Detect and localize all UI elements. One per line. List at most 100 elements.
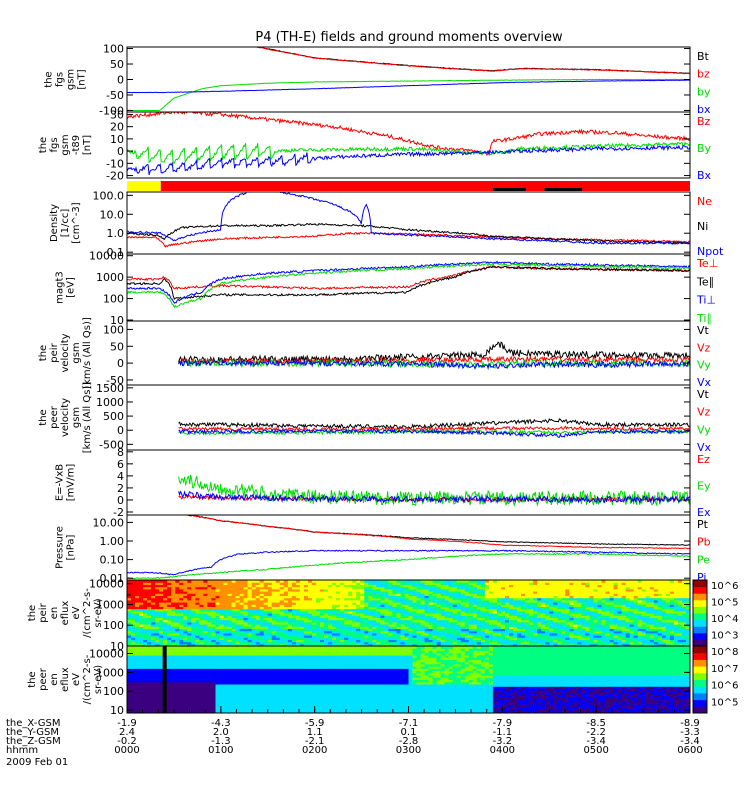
legend-Vx: Vx xyxy=(697,376,712,389)
y-axis-label-line: [mV/m] xyxy=(66,464,77,502)
series-Vx xyxy=(178,428,690,438)
y-tick-label: 10000 xyxy=(89,578,124,591)
x-row-label: the_Z-GSM xyxy=(6,736,61,747)
y-axis-label-line: fgs xyxy=(55,72,66,87)
colorbar-swatch xyxy=(693,692,707,701)
y-axis-label-line: the xyxy=(38,409,49,425)
y-axis-label-line: /(cm^2-s- xyxy=(82,654,93,704)
x-row-label: hhmm xyxy=(6,745,38,756)
colorbar-tick-label: 10^7 xyxy=(711,664,738,675)
legend-Ti⊥: Ti⊥ xyxy=(696,294,716,307)
y-tick-label: -500 xyxy=(99,438,124,451)
colorbar-swatch xyxy=(693,686,707,694)
x-tick-label: 0600 xyxy=(677,745,702,756)
y-tick-label: 0 xyxy=(117,357,124,370)
series-Pb xyxy=(183,515,690,550)
colorbar-swatch xyxy=(693,632,707,640)
y-axis-label: thepeervelocitygsm[km/s (All Qs)] xyxy=(38,382,93,454)
colorbar-swatch xyxy=(693,672,707,680)
legend-bx: bx xyxy=(697,103,711,116)
status-mark xyxy=(492,188,526,191)
x-tick-label: 2.4 xyxy=(119,727,135,738)
y-axis-label-line: peer xyxy=(49,405,60,429)
legend-Vt: Vt xyxy=(697,388,710,401)
colorbar-swatch xyxy=(693,626,707,634)
y-axis-label-line: gsm xyxy=(66,69,77,90)
series-Vx xyxy=(178,358,690,371)
y-axis-label-line: [nT] xyxy=(77,69,88,89)
y-tick-label: -50 xyxy=(106,374,124,387)
x-tick-label: -1.1 xyxy=(493,727,513,738)
x-row-label: the_X-GSM xyxy=(6,718,60,729)
x-tick-label: -7.9 xyxy=(493,718,513,729)
y-axis-label-line: sr-eV) xyxy=(93,598,104,627)
y-axis-label-line: the xyxy=(44,71,55,87)
panel-peer_eflux: 10^510^610^710^810100100010000thepeerene… xyxy=(27,645,738,717)
colorbar-tick-label: 10^5 xyxy=(711,597,738,608)
y-tick-label: -2 xyxy=(113,506,124,519)
panel-peir_velocity: Vt Vz Vy Vx -50 0 50 100 thepeirvelocitygsm[km/s… xyxy=(38,317,712,389)
colorbar-swatch xyxy=(693,706,707,714)
legend-Pb: Pb xyxy=(697,536,711,549)
y-tick-label: 50 xyxy=(110,340,124,353)
y-tick-label: 50 xyxy=(110,58,124,71)
data-gap xyxy=(162,646,167,713)
date-label: 2009 Feb 01 xyxy=(6,757,68,768)
y-tick-label: 100 xyxy=(103,293,124,306)
y-tick-label: -10 xyxy=(106,157,124,170)
series-bx xyxy=(127,79,690,94)
legend-Vy: Vy xyxy=(697,359,711,372)
y-tick-label: 10 xyxy=(110,314,124,327)
y-axis-label-line: eV xyxy=(71,673,82,686)
legend-Ey: Ey xyxy=(697,480,711,493)
colorbar-swatch xyxy=(693,699,707,707)
series-bz xyxy=(253,47,690,75)
colorbar-swatch xyxy=(693,619,707,627)
y-tick-label: -50 xyxy=(106,89,124,102)
x-tick-label: 1.1 xyxy=(307,727,323,738)
status-segment xyxy=(160,181,690,191)
y-tick-label: 1500 xyxy=(96,382,124,395)
y-axis-label: thepeirenefluxeV/(cm^2-s-sr-eV) xyxy=(27,588,104,638)
colorbar: 10^5 10^6 10^7 10^8 xyxy=(692,645,738,714)
y-axis-label-line: [nPa] xyxy=(66,534,77,560)
y-tick-label: 500 xyxy=(103,410,124,423)
x-tick-label: 0100 xyxy=(208,745,233,756)
x-tick-label: 0400 xyxy=(490,745,515,756)
y-axis-label-line: en xyxy=(49,607,60,620)
panel-pressure: Pt Pb Pe Pi 0.01 0.10 1.00 10.00 Pressure[nPa] xyxy=(55,514,711,585)
colorbar-swatch xyxy=(693,586,707,594)
panel-peir_eflux: 10^310^410^510^610100100010000thepeirene… xyxy=(27,578,738,653)
x-tick-label: -8.9 xyxy=(680,718,700,729)
colorbar-tick-label: 10^6 xyxy=(711,681,738,692)
legend-Te⊥: Te⊥ xyxy=(696,257,718,270)
y-axis-label-line: Density xyxy=(49,204,60,242)
series-Bz xyxy=(127,112,690,156)
colorbar-swatch xyxy=(693,580,707,588)
heatmap-cells xyxy=(127,646,690,713)
legend-Ni: Ni xyxy=(697,220,708,233)
heatmap-cells xyxy=(127,580,690,646)
legend-Ez: Ez xyxy=(697,453,710,466)
legend-Ex: Ex xyxy=(697,506,711,519)
y-axis-label-line: magt3 xyxy=(55,271,66,304)
y-tick-label: 10 xyxy=(110,704,124,717)
colorbar-tick-label: 10^4 xyxy=(711,614,738,625)
x-row-label: the_Y-GSM xyxy=(6,727,59,738)
y-tick-label: 6 xyxy=(117,458,124,471)
y-tick-label: 1.0 xyxy=(107,227,125,240)
y-tick-label: 100.0 xyxy=(93,189,125,202)
colorbar-swatch xyxy=(693,646,707,654)
panel-temperature: Te⊥ Te∥ Ti⊥ Ti∥ 10 100 1000 10000 magt3[eV] xyxy=(55,250,719,327)
y-axis-label: thepeerenefluxeV/(cm^2-s-sr-eV) xyxy=(27,654,104,704)
y-axis-label-line: the xyxy=(27,671,38,687)
series-By xyxy=(127,141,690,164)
y-tick-label: 1000 xyxy=(96,396,124,409)
series-Vt xyxy=(178,341,690,364)
y-axis-label: thepeirvelocitygsm[km/s (All Qs)] xyxy=(38,317,93,389)
y-axis-label-line: eflux xyxy=(60,667,71,692)
colorbar-swatch xyxy=(693,639,707,647)
y-axis-label: Pressure[nPa] xyxy=(55,526,77,569)
y-tick-label: 10.00 xyxy=(93,516,125,529)
